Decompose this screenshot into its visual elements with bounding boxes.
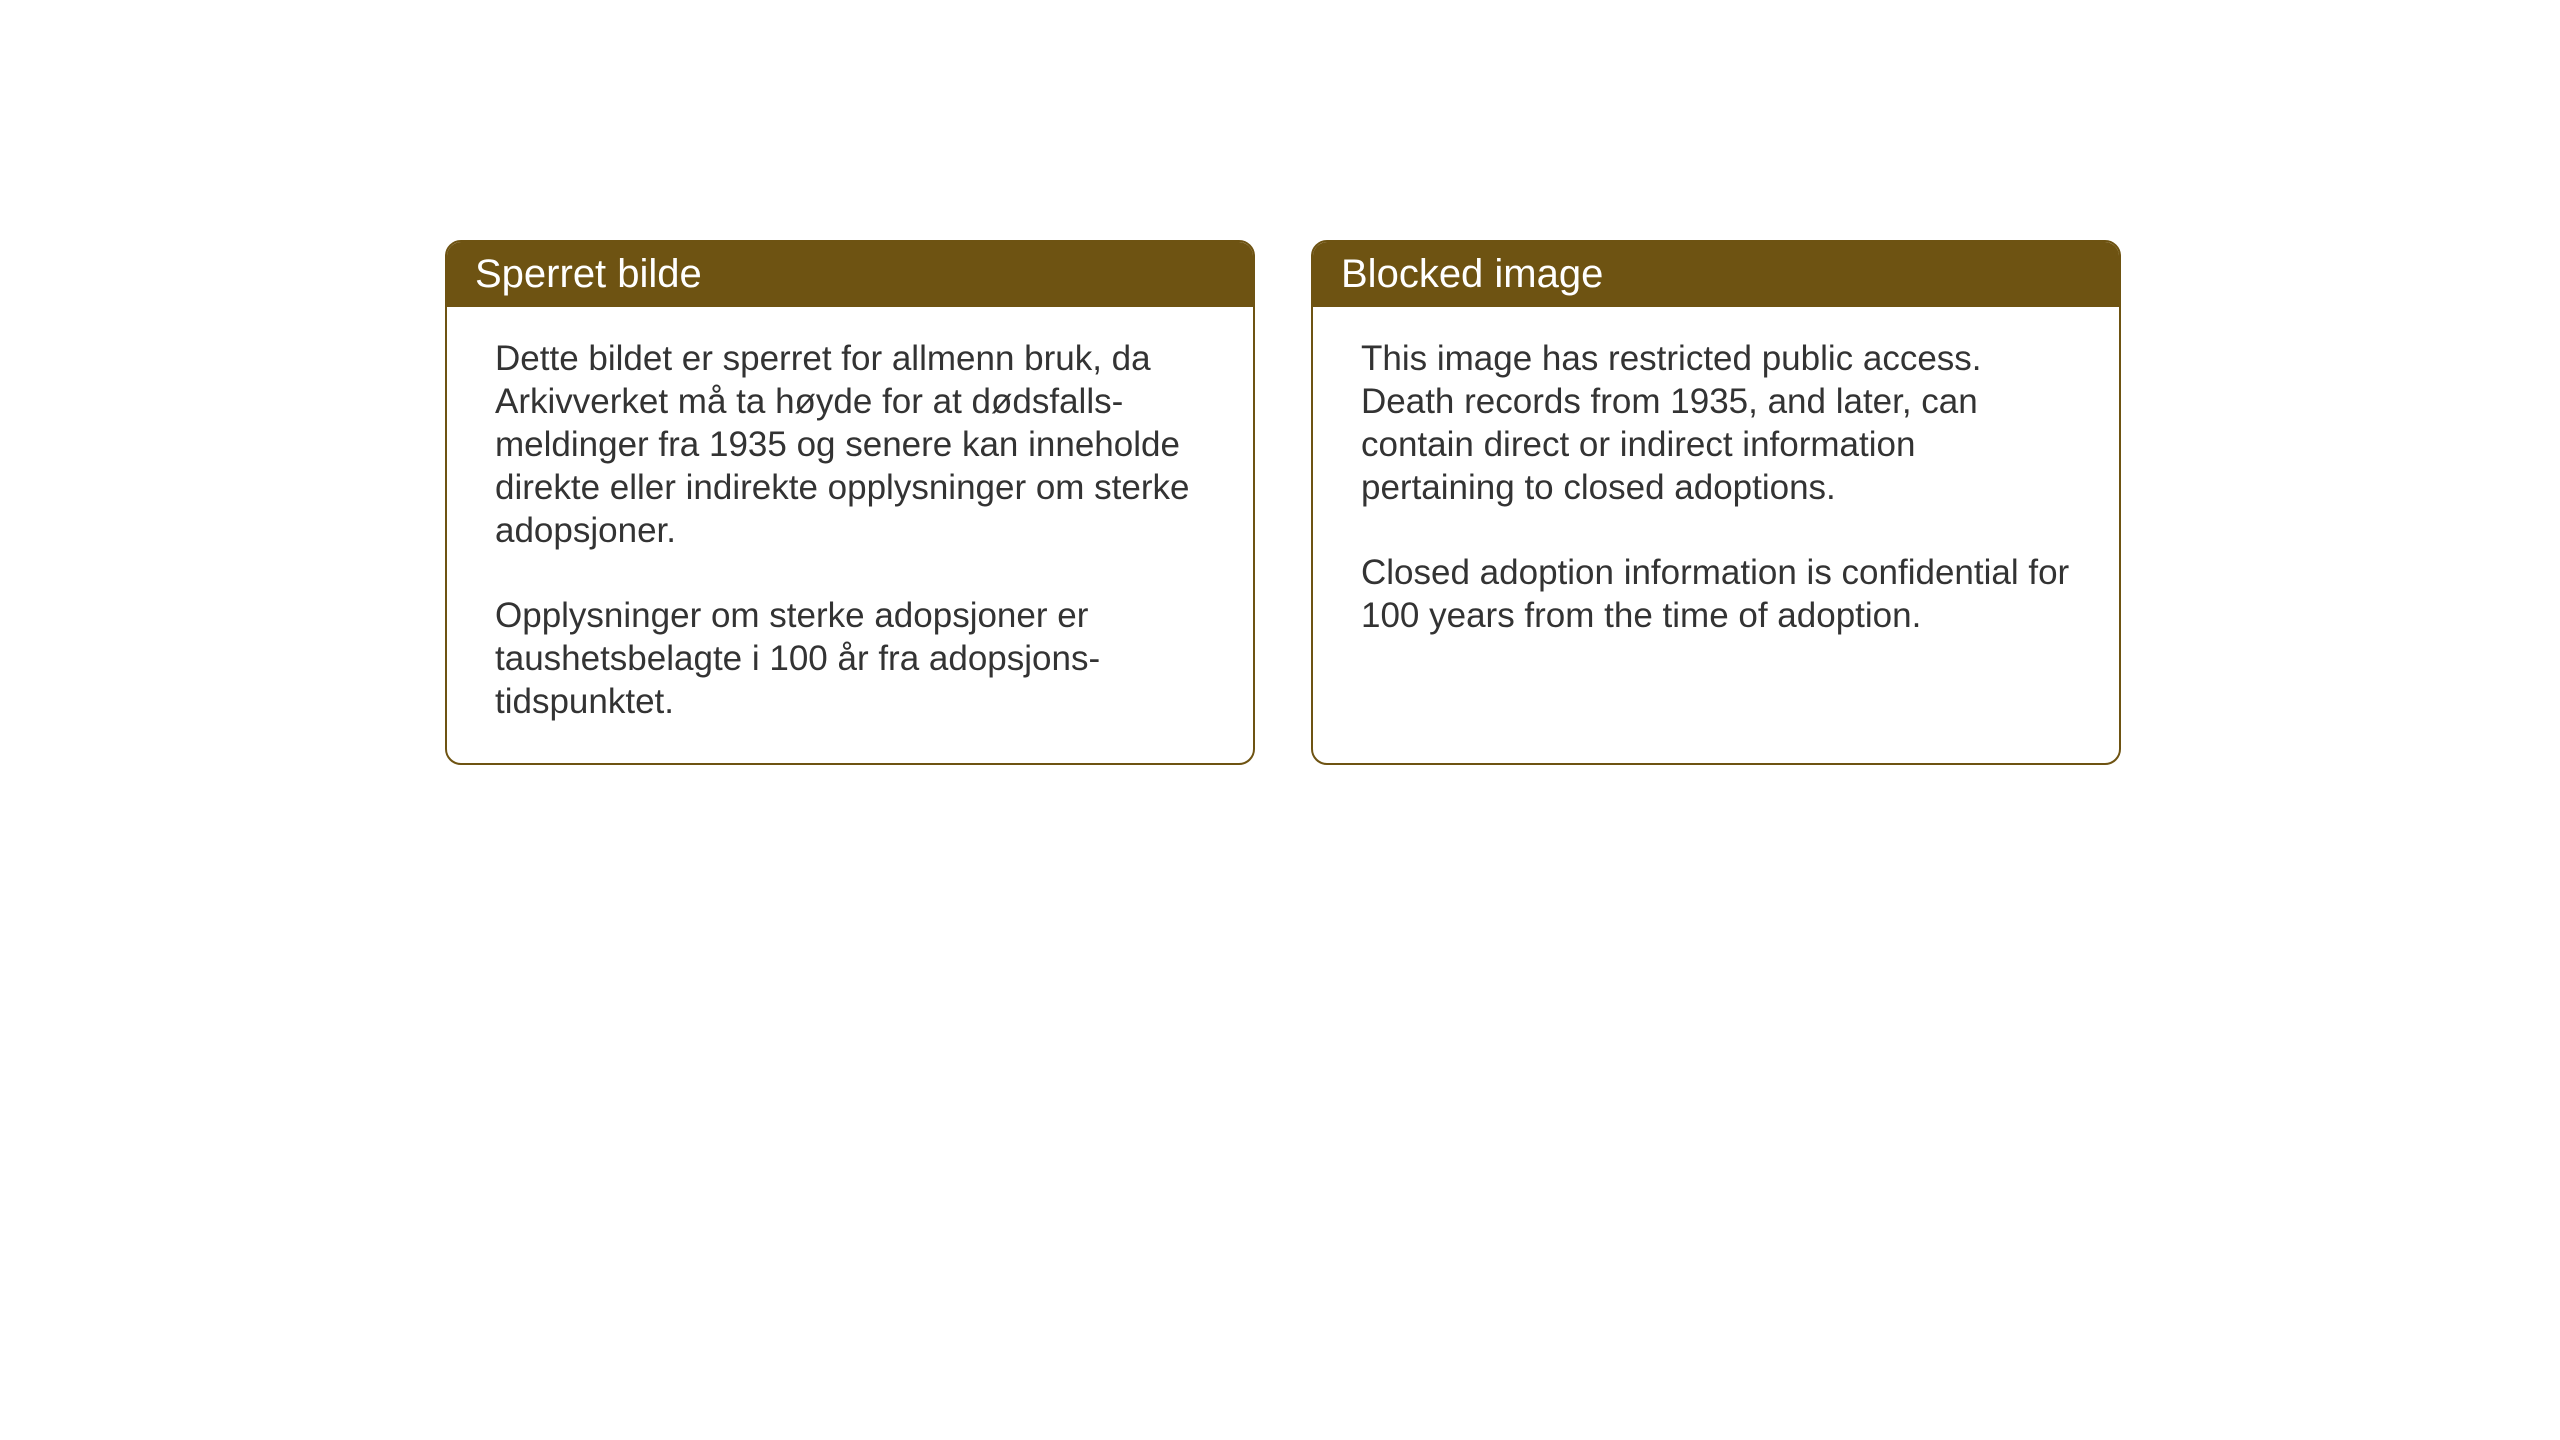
english-card-title: Blocked image <box>1341 252 1603 296</box>
norwegian-card-title: Sperret bilde <box>475 252 702 296</box>
norwegian-card-header: Sperret bilde <box>447 242 1253 307</box>
norwegian-card-body: Dette bildet er sperret for allmenn bruk… <box>447 307 1253 763</box>
cards-container: Sperret bilde Dette bildet er sperret fo… <box>445 240 2121 765</box>
norwegian-paragraph-2: Opplysninger om sterke adopsjoner er tau… <box>495 594 1205 723</box>
norwegian-card: Sperret bilde Dette bildet er sperret fo… <box>445 240 1255 765</box>
english-paragraph-2: Closed adoption information is confident… <box>1361 551 2071 637</box>
norwegian-paragraph-1: Dette bildet er sperret for allmenn bruk… <box>495 337 1205 552</box>
english-card: Blocked image This image has restricted … <box>1311 240 2121 765</box>
english-paragraph-1: This image has restricted public access.… <box>1361 337 2071 509</box>
english-card-header: Blocked image <box>1313 242 2119 307</box>
english-card-body: This image has restricted public access.… <box>1313 307 2119 677</box>
